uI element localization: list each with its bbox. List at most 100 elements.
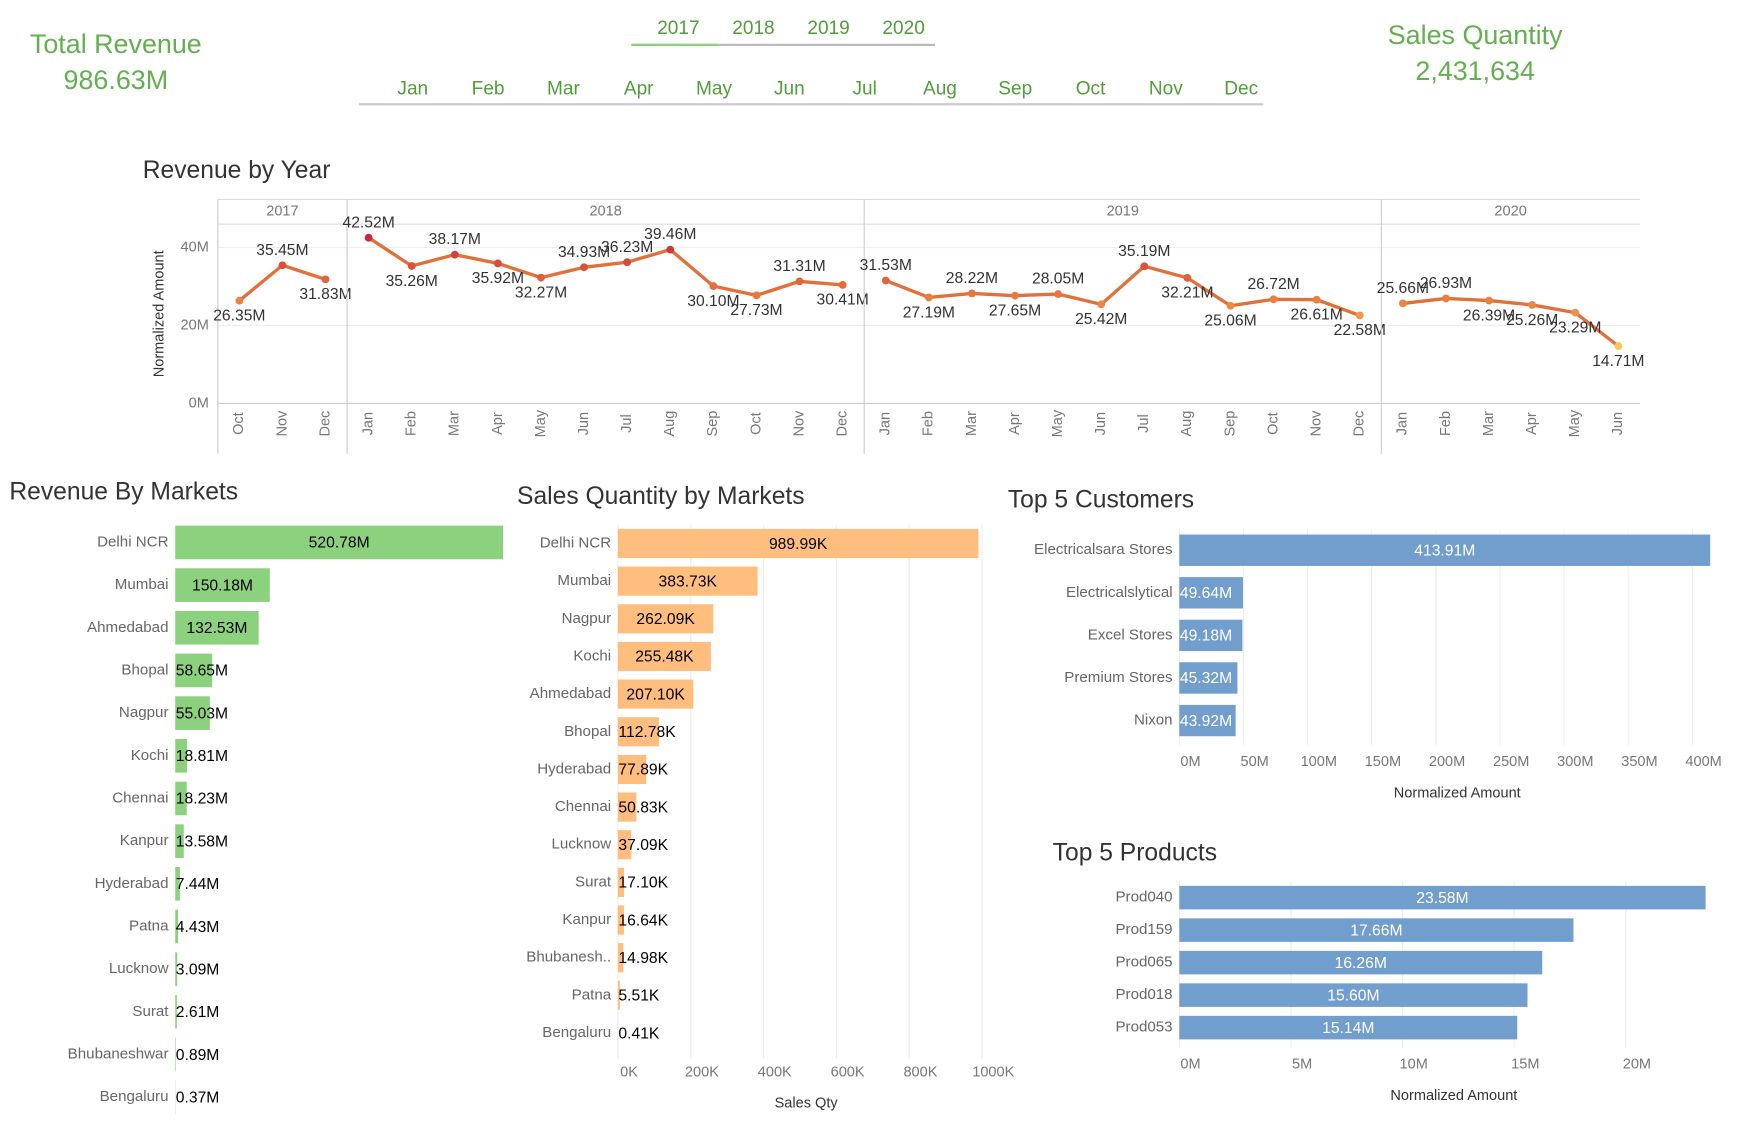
data-label: 4.43M: [176, 919, 220, 936]
month-filter[interactable]: Aug: [923, 79, 957, 100]
bar: [617, 717, 659, 747]
month-filter[interactable]: Jun: [774, 79, 805, 100]
x-tick-label: 5M: [1292, 1056, 1312, 1072]
category-label: Nagpur: [562, 610, 612, 627]
x-tick-label: Jun: [576, 412, 592, 435]
x-tick-label: 400M: [1685, 754, 1721, 770]
bar: [1179, 577, 1243, 609]
data-label: 34.93M: [558, 244, 610, 261]
category-label: Electricalslytical: [1066, 584, 1173, 601]
bar: [175, 909, 179, 944]
category-label: Hyderabad: [537, 760, 611, 777]
category-label: Ahmedabad: [87, 619, 169, 636]
x-tick-label: May: [1050, 409, 1066, 437]
x-tick-label: 800K: [903, 1064, 937, 1080]
x-tick-label: Oct: [748, 412, 764, 435]
x-tick-label: 300M: [1557, 754, 1593, 770]
panel-header: 2017: [266, 204, 298, 220]
year-filter[interactable]: 2020: [882, 18, 924, 39]
year-filter[interactable]: 2019: [807, 18, 849, 39]
bar: [617, 679, 694, 709]
month-filter[interactable]: Jan: [397, 79, 428, 100]
category-label: Surat: [575, 873, 612, 890]
data-label: 31.83M: [299, 286, 351, 303]
point: [1011, 291, 1019, 300]
point: [1226, 301, 1235, 310]
month-filter[interactable]: Nov: [1149, 79, 1183, 100]
bar: [1179, 704, 1236, 737]
category-label: Excel Stores: [1088, 626, 1173, 643]
y-tick-label: 0M: [189, 395, 209, 411]
bar: [175, 781, 187, 816]
point: [1398, 299, 1407, 308]
kpi-label: Total Revenue: [30, 29, 202, 59]
line: [1402, 296, 1620, 348]
x-tick-label: May: [533, 409, 549, 437]
bar: [617, 943, 624, 973]
x-tick-label: 400K: [758, 1064, 792, 1080]
month-filter[interactable]: May: [696, 79, 732, 100]
x-tick-label: Mar: [1481, 411, 1497, 436]
data-label: 50.83K: [618, 799, 668, 816]
x-tick-label: Oct: [231, 412, 247, 435]
year-filter[interactable]: 2017: [657, 18, 699, 39]
data-label: 26.35M: [213, 308, 265, 325]
category-label: Premium Stores: [1064, 669, 1173, 686]
month-filter[interactable]: Apr: [624, 79, 654, 100]
category-label: Bengaluru: [100, 1088, 169, 1105]
category-label: Bhopal: [121, 661, 168, 678]
bar: [617, 867, 625, 897]
x-tick-label: Nov: [1309, 410, 1325, 437]
y-tick-label: 20M: [181, 317, 209, 333]
point: [838, 280, 847, 289]
data-label: 0.37M: [176, 1089, 220, 1106]
data-label: 26.39M: [1463, 307, 1515, 324]
data-label: 262.09K: [636, 611, 695, 628]
data-label: 31.31M: [773, 258, 825, 275]
data-label: 27.19M: [903, 304, 955, 321]
data-label: 58.65M: [176, 663, 228, 680]
point: [968, 289, 976, 298]
x-tick-label: 1000K: [972, 1064, 1014, 1080]
bar: [617, 980, 620, 1010]
month-filter[interactable]: Sep: [998, 79, 1032, 100]
x-tick-label: Apr: [1007, 412, 1023, 435]
year-filter[interactable]: 2018: [732, 18, 774, 39]
point: [580, 263, 589, 272]
category-label: Surat: [132, 1003, 169, 1020]
month-filter[interactable]: Jul: [852, 79, 876, 100]
data-label: 28.05M: [1032, 271, 1084, 288]
bar: [175, 1037, 176, 1072]
data-label: 112.78K: [618, 724, 676, 741]
bar: [617, 754, 647, 784]
month-filter[interactable]: Mar: [547, 79, 580, 100]
bar: [175, 696, 210, 730]
x-tick-label: Nov: [274, 410, 290, 437]
data-label: 30.10M: [687, 293, 739, 310]
x-tick-label: 200M: [1429, 754, 1465, 770]
point: [1442, 294, 1450, 303]
category-label: Prod159: [1115, 921, 1172, 938]
month-filter[interactable]: Dec: [1224, 79, 1258, 100]
bar: [617, 792, 637, 822]
x-tick-label: 200K: [685, 1064, 719, 1080]
data-label: 25.06M: [1204, 313, 1256, 330]
data-label: 15.14M: [1322, 1020, 1374, 1037]
point: [493, 259, 502, 268]
point: [1355, 311, 1364, 320]
category-label: Bhopal: [564, 723, 611, 740]
x-tick-label: 100M: [1301, 754, 1337, 770]
bar: [617, 566, 758, 596]
bar: [175, 568, 270, 602]
month-filter[interactable]: Oct: [1076, 79, 1106, 100]
month-filter[interactable]: Feb: [472, 79, 505, 100]
category-label: Bhubanesh..: [526, 949, 611, 966]
x-tick-label: Feb: [1438, 411, 1454, 436]
category-label: Delhi NCR: [540, 535, 611, 552]
bar: [1179, 983, 1528, 1007]
category-label: Lucknow: [552, 836, 612, 853]
data-label: 0.41K: [618, 1025, 660, 1042]
line: [885, 264, 1361, 317]
data-label: 413.91M: [1414, 542, 1475, 559]
point: [1614, 342, 1623, 351]
